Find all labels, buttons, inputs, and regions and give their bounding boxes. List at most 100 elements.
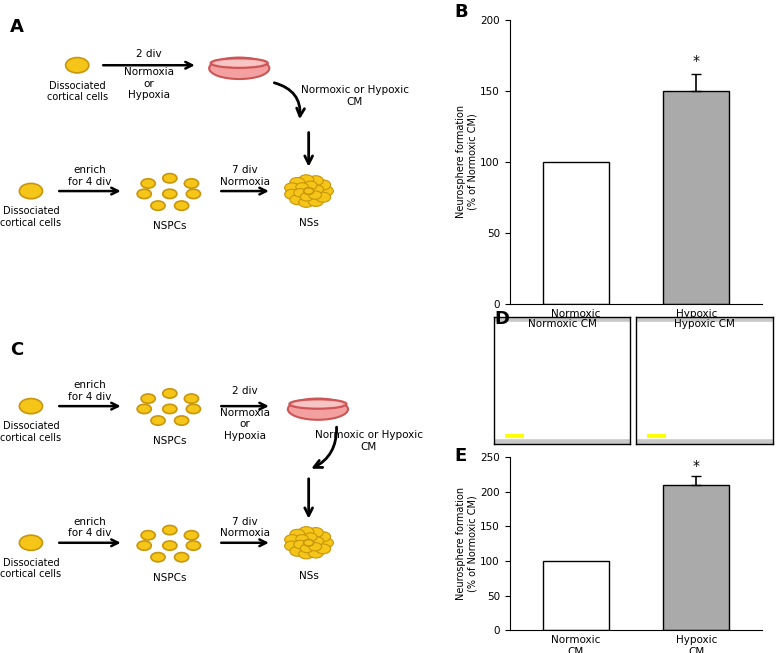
Circle shape <box>296 183 309 191</box>
Circle shape <box>316 544 331 554</box>
Text: D: D <box>494 310 509 328</box>
Text: Dissociated
cortical cells: Dissociated cortical cells <box>47 80 108 102</box>
Text: *: * <box>692 54 699 68</box>
Circle shape <box>316 192 331 202</box>
Circle shape <box>304 181 317 189</box>
Circle shape <box>151 552 165 562</box>
Text: 7 div
Normoxia: 7 div Normoxia <box>220 517 270 538</box>
Circle shape <box>309 191 321 199</box>
Circle shape <box>285 535 300 545</box>
Circle shape <box>184 179 198 188</box>
Text: C: C <box>10 341 23 359</box>
Circle shape <box>285 183 300 193</box>
Circle shape <box>290 195 305 204</box>
Ellipse shape <box>215 60 264 67</box>
Text: Hypoxic CM: Hypoxic CM <box>674 319 735 329</box>
Circle shape <box>186 189 201 199</box>
Circle shape <box>318 186 334 196</box>
Text: E: E <box>454 447 466 465</box>
Circle shape <box>141 394 156 404</box>
Circle shape <box>163 189 177 199</box>
Circle shape <box>184 531 198 540</box>
Bar <box>663 485 729 630</box>
Circle shape <box>137 541 151 550</box>
Text: Dissociated
cortical cells: Dissociated cortical cells <box>0 558 61 579</box>
Circle shape <box>163 541 177 550</box>
Text: Normoxic CM: Normoxic CM <box>527 319 597 329</box>
Circle shape <box>163 526 177 535</box>
Ellipse shape <box>288 398 348 420</box>
Circle shape <box>290 178 305 187</box>
Circle shape <box>65 57 89 73</box>
Text: enrich
for 4 div: enrich for 4 div <box>68 380 112 402</box>
Text: enrich
for 4 div: enrich for 4 div <box>68 517 112 538</box>
Circle shape <box>308 197 324 206</box>
Text: Normoxia
or
Hypoxia: Normoxia or Hypoxia <box>220 407 270 441</box>
Ellipse shape <box>293 401 342 407</box>
Circle shape <box>186 404 201 413</box>
Circle shape <box>137 404 151 413</box>
Circle shape <box>310 537 324 545</box>
Circle shape <box>141 179 156 188</box>
Text: 2 div: 2 div <box>136 50 162 59</box>
Y-axis label: Neurosphere formation
(% of Normoxic CM): Neurosphere formation (% of Normoxic CM) <box>456 105 478 218</box>
Text: B: B <box>454 3 468 20</box>
Text: A: A <box>10 18 24 36</box>
Circle shape <box>294 189 307 197</box>
Bar <box>543 161 609 304</box>
Circle shape <box>285 189 300 199</box>
Circle shape <box>174 552 189 562</box>
Text: Dissociated
cortical cells: Dissociated cortical cells <box>0 421 61 443</box>
Circle shape <box>19 398 43 414</box>
Circle shape <box>186 541 201 550</box>
Circle shape <box>174 201 189 210</box>
Circle shape <box>174 416 189 425</box>
Circle shape <box>303 539 314 546</box>
Text: Dissociated
cortical cells: Dissociated cortical cells <box>0 206 61 228</box>
Circle shape <box>19 183 43 199</box>
Circle shape <box>296 535 309 543</box>
Circle shape <box>300 193 313 201</box>
Circle shape <box>304 533 317 541</box>
Circle shape <box>163 404 177 413</box>
Text: NSPCs: NSPCs <box>153 573 187 582</box>
Circle shape <box>299 527 314 537</box>
Circle shape <box>141 531 156 540</box>
Text: Normoxic or Hypoxic
CM: Normoxic or Hypoxic CM <box>301 85 409 106</box>
Circle shape <box>316 532 331 541</box>
Text: 7 div
Normoxia: 7 div Normoxia <box>220 165 270 187</box>
Circle shape <box>151 416 165 425</box>
Circle shape <box>299 175 314 185</box>
Circle shape <box>318 538 334 548</box>
Bar <box>543 561 609 630</box>
Circle shape <box>151 201 165 210</box>
Y-axis label: Neurosphere formation
(% of Normoxic CM): Neurosphere formation (% of Normoxic CM) <box>456 487 478 600</box>
Text: enrich
for 4 div: enrich for 4 div <box>68 165 112 187</box>
Circle shape <box>308 528 324 537</box>
Circle shape <box>303 188 314 195</box>
Circle shape <box>316 180 331 190</box>
Text: NSPCs: NSPCs <box>153 221 187 231</box>
Circle shape <box>184 394 198 404</box>
Ellipse shape <box>289 399 346 409</box>
Circle shape <box>19 535 43 550</box>
Bar <box>663 91 729 304</box>
Circle shape <box>137 189 151 199</box>
Circle shape <box>299 549 314 559</box>
Text: *: * <box>692 459 699 473</box>
Circle shape <box>309 543 321 551</box>
Text: NSPCs: NSPCs <box>153 436 187 446</box>
Ellipse shape <box>209 57 269 79</box>
Circle shape <box>290 530 305 539</box>
Circle shape <box>300 544 313 552</box>
Text: Normoxic or Hypoxic
CM: Normoxic or Hypoxic CM <box>315 430 423 452</box>
Ellipse shape <box>211 58 268 68</box>
Circle shape <box>285 541 300 551</box>
Circle shape <box>310 185 324 193</box>
Circle shape <box>290 547 305 556</box>
Circle shape <box>294 540 307 549</box>
Text: NSs: NSs <box>299 571 319 581</box>
Text: 2 div: 2 div <box>232 386 258 396</box>
Text: NSs: NSs <box>299 218 319 229</box>
Circle shape <box>308 548 324 558</box>
